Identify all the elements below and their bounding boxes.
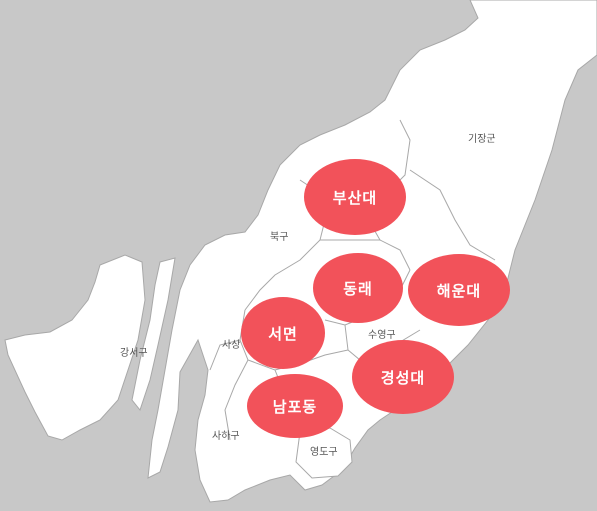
hotspot-haeundae[interactable]: 해운대 [408,254,510,326]
label-gijang: 기장군 [468,134,496,145]
label-saha: 사하구 [212,431,240,442]
land-eulsuk [131,257,176,412]
label-gangseo: 강서구 [120,348,148,359]
hotspot-seomyeon[interactable]: 서면 [241,297,325,369]
land-gangseo [4,254,146,441]
hotspot-nampo[interactable]: 남포동 [247,374,343,438]
district-borders [209,119,496,441]
label-sasang: 사상 [222,340,241,351]
label-yeongdo: 영도구 [310,447,338,458]
hotspot-kyungsung-univ[interactable]: 경성대 [352,340,454,414]
land-mainland [147,0,597,503]
hotspot-pusan-univ[interactable]: 부산대 [304,159,406,235]
label-buk: 북구 [270,232,289,243]
land-yeongdo [295,427,353,479]
label-suyeong: 수영구 [368,330,396,341]
hotspot-dongrae[interactable]: 동래 [313,253,403,323]
